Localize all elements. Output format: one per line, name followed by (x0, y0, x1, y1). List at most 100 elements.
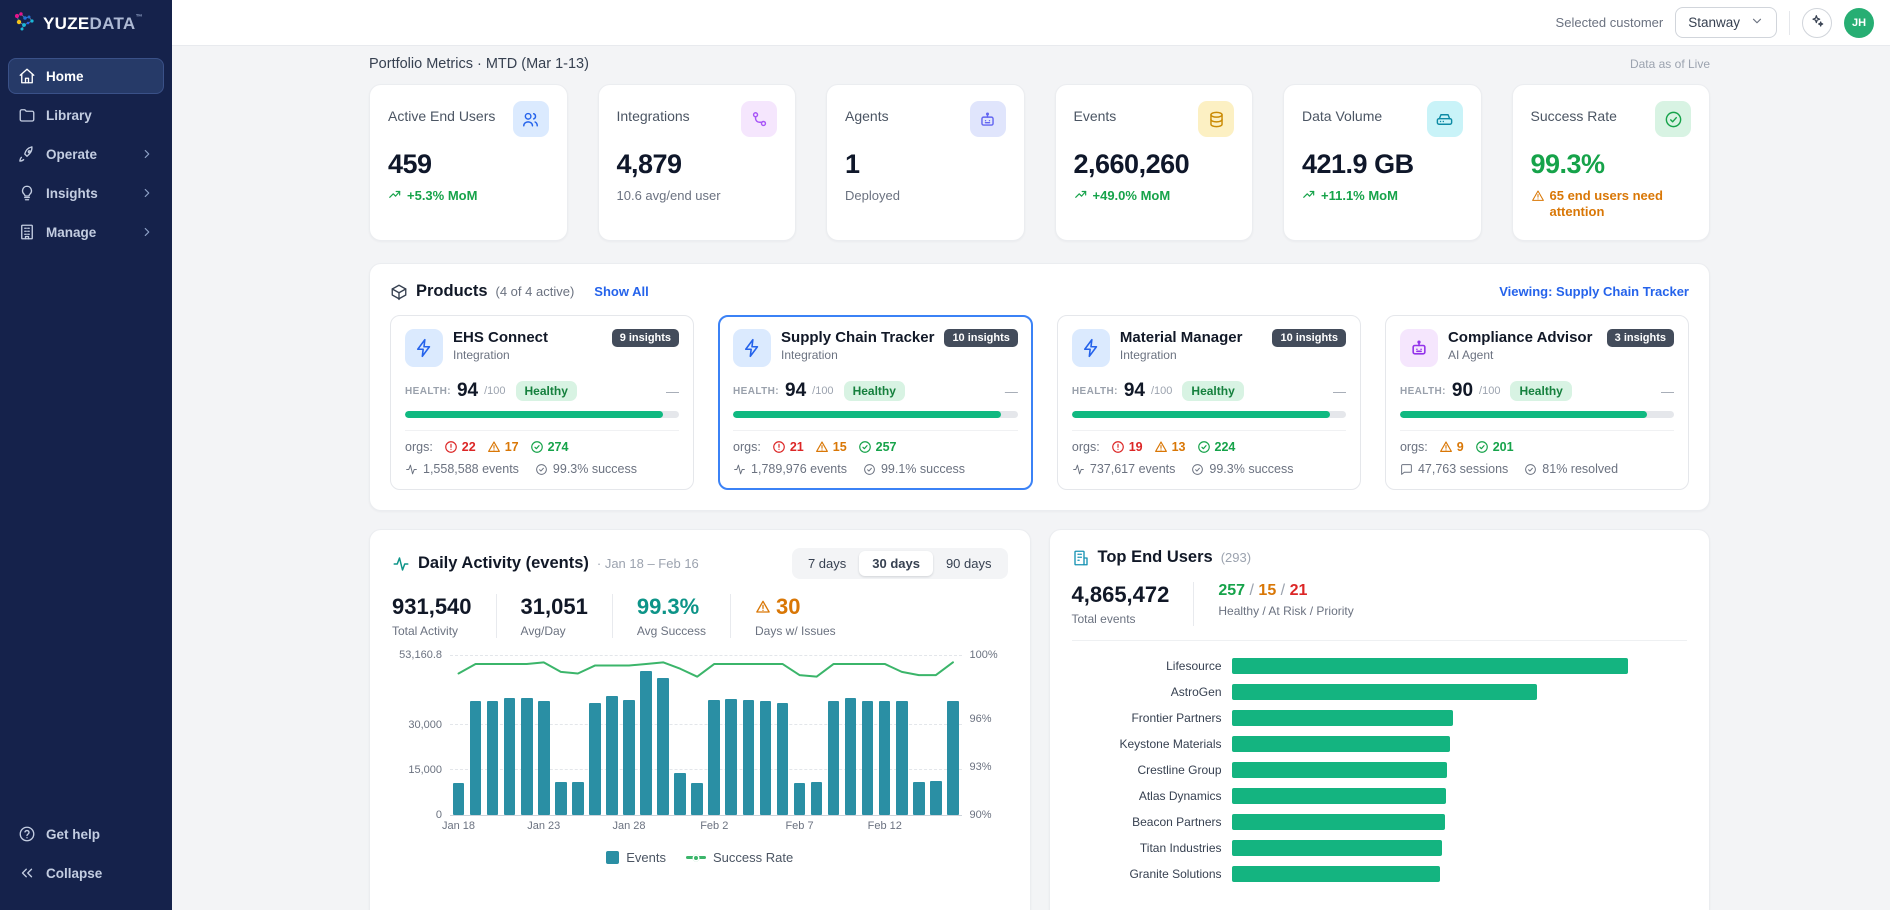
chevron-right-icon (140, 225, 154, 239)
sidebar-item-get-help[interactable]: Get help (8, 816, 164, 852)
top-user-row: Atlas Dynamics (1072, 783, 1688, 809)
user-avatar[interactable]: JH (1844, 7, 1874, 38)
warning-triangle-icon (487, 440, 501, 454)
orgs-label: orgs: (1071, 440, 1100, 454)
insights-badge: 9 insights (611, 329, 680, 347)
top-user-row: Titan Industries (1072, 835, 1688, 861)
footer-stat: 99.1% success (863, 462, 965, 476)
product-footer-stats: 737,617 events 99.3% success (1072, 462, 1346, 476)
show-all-link[interactable]: Show All (594, 284, 649, 299)
health-denominator: /100 (1151, 385, 1173, 397)
health-label: HEALTH: (1071, 385, 1118, 397)
org-stat-value: 21 (789, 440, 804, 454)
legend-item-events: Events (606, 850, 666, 865)
legend-label: Events (626, 850, 667, 865)
footer-stat-text: 99.3% success (552, 462, 637, 476)
integration-icon (750, 110, 769, 129)
insights-badge: 3 insights (1606, 329, 1674, 347)
footer-stat: 1,789,976 events (733, 462, 847, 476)
x-axis-tick: Jan 23 (527, 820, 561, 832)
footer-stat-text: 1,558,588 events (423, 462, 519, 476)
org-stat-value: 22 (461, 440, 476, 454)
range-button-90-days[interactable]: 90 days (933, 551, 1005, 576)
range-button-7-days[interactable]: 7 days (795, 551, 859, 576)
orgs-row: orgs: 19 13 224 (1072, 440, 1346, 454)
metric-sub-text: 65 end users need attention (1549, 188, 1663, 220)
health-progress-track (733, 411, 1018, 418)
event-bar (606, 695, 618, 815)
main-area: Selected customer Stanway JH P (172, 0, 1890, 910)
bot-icon (978, 110, 997, 129)
sidebar-item-collapse[interactable]: Collapse (8, 855, 164, 891)
sidebar-item-library[interactable]: Library (8, 97, 164, 133)
product-card-compliance-advisor[interactable]: Compliance Advisor AI Agent 3 insights HEAL… (1384, 315, 1689, 490)
check-circle-icon (530, 440, 544, 454)
range-button-30-days[interactable]: 30 days (859, 551, 933, 576)
metric-sub-text: Deployed (845, 188, 900, 203)
y-axis-right-tick: 100% (969, 649, 998, 661)
daily-stat-label: Avg Success (636, 624, 706, 638)
ai-assistant-button[interactable] (1802, 7, 1832, 38)
chevron-right-icon (140, 147, 154, 161)
daily-stat-label: Total Activity (392, 624, 459, 638)
health-trend-placeholder: — (1661, 383, 1674, 399)
customer-dropdown[interactable]: Stanway (1675, 7, 1777, 38)
product-card-supply-chain-tracker[interactable]: Supply Chain Tracker Integration 10 insigh… (718, 315, 1033, 490)
event-bar (930, 781, 942, 815)
sidebar-item-home[interactable]: Home (8, 58, 164, 94)
product-card-ehs-connect[interactable]: EHS Connect Integration 9 insights HEALTH: 9… (390, 315, 695, 490)
users-icon (521, 110, 540, 129)
event-bar (469, 700, 482, 815)
event-bar (640, 670, 652, 815)
metric-value: 4,879 (616, 149, 683, 179)
folder-icon (18, 106, 36, 124)
sidebar-item-manage[interactable]: Manage (8, 214, 164, 250)
org-stat-value: 224 (1214, 440, 1236, 454)
sidebar-item-label: Home (46, 68, 84, 84)
footer-stat-text: 47,763 sessions (1417, 462, 1509, 476)
product-footer-stats: 1,558,588 events 99.3% success (405, 462, 679, 476)
bot-icon (1409, 338, 1429, 358)
check-circle-icon (1475, 440, 1489, 454)
activity-icon (733, 463, 746, 476)
footer-stat: 47,763 sessions (1400, 462, 1508, 476)
legend-square-marker (606, 851, 620, 864)
sidebar-item-insights[interactable]: Insights (8, 175, 164, 211)
hard-drive-icon (1435, 110, 1454, 129)
event-bar (742, 700, 755, 815)
top-user-name: AstroGen (1170, 685, 1222, 699)
event-bar (520, 698, 533, 815)
check-circle-icon (1524, 463, 1537, 476)
org-stat: 201 (1475, 440, 1514, 454)
health-denominator: /100 (812, 385, 834, 397)
metric-sub-text: +11.1% MoM (1321, 188, 1398, 203)
org-stat-value: 9 (1456, 440, 1464, 454)
y-axis-right-tick: 93% (969, 761, 992, 773)
event-bar (947, 700, 959, 815)
check-circle-icon (535, 463, 548, 476)
product-type: Integration (1119, 348, 1177, 362)
event-bar (657, 677, 669, 815)
alert-circle-icon (1111, 440, 1125, 454)
product-card-material-manager[interactable]: Material Manager Integration 10 insights HE… (1056, 315, 1361, 490)
event-bar (555, 782, 567, 815)
daily-stat-value: 31,051 (520, 594, 588, 619)
sidebar-item-operate[interactable]: Operate (8, 136, 164, 172)
event-bar (810, 781, 823, 815)
org-stat: 19 (1111, 440, 1143, 454)
metric-card-events: Events 2,660,260 +49.0% MoM (1054, 84, 1253, 241)
viewing-link[interactable]: Viewing: Supply Chain Tracker (1499, 284, 1689, 299)
sidebar-footer: Get help Collapse (0, 808, 172, 910)
check-circle-icon (1191, 463, 1204, 476)
orgs-label: orgs: (733, 440, 761, 454)
top-end-users-panel: Top End Users (293) 4,865,472 Total even… (1048, 529, 1710, 910)
metric-sub-text: +5.3% MoM (407, 188, 478, 203)
products-grid: EHS Connect Integration 9 insights HEALTH: 9… (390, 315, 1689, 490)
metric-label: Success Rate (1530, 108, 1617, 124)
health-progress-fill (405, 411, 663, 418)
chart-legend: Events Success Rate (392, 850, 1008, 865)
metric-sub: Deployed (845, 188, 1006, 204)
metric-sub: 65 end users need attention (1531, 188, 1692, 221)
sidebar-nav: Home Library Operate Insights Manage (0, 48, 172, 253)
top-user-name: Keystone Materials (1119, 737, 1222, 751)
